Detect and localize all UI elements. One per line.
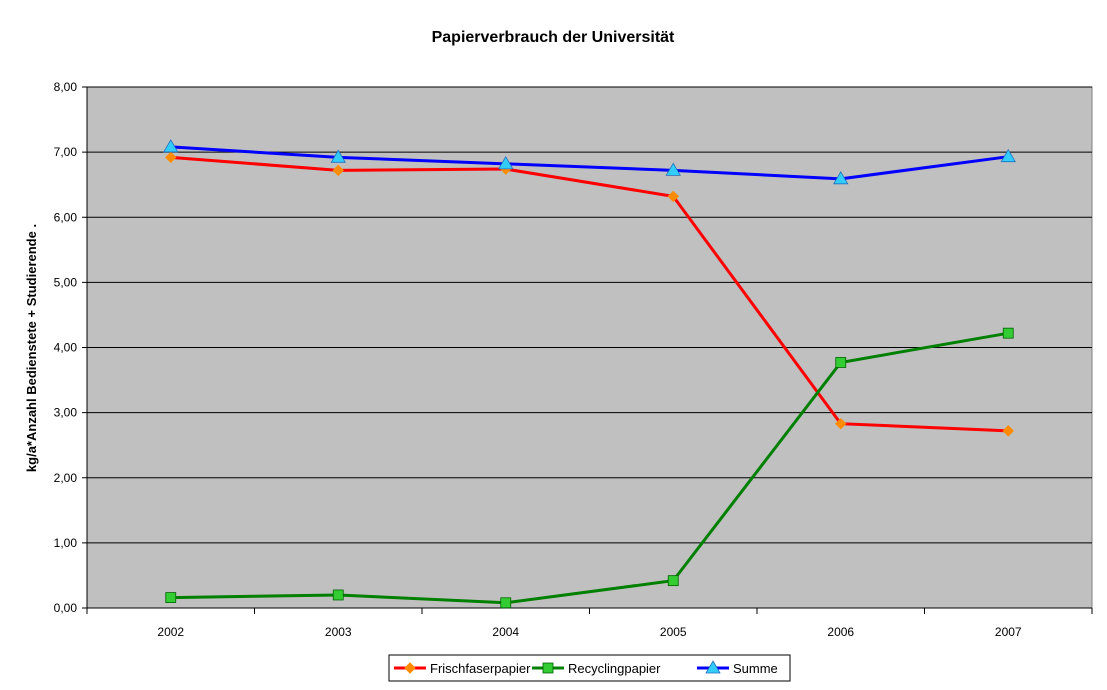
gridlines	[87, 86, 1092, 544]
series-line	[170, 331, 1009, 605]
series-layer	[163, 139, 1016, 609]
y-tick-label: 0,00	[54, 601, 78, 615]
legend-swatch-marker	[705, 660, 721, 674]
data-point	[835, 357, 847, 368]
x-tick-label: 2004	[492, 625, 519, 639]
data-point	[500, 597, 512, 609]
x-tick-label: 2003	[325, 625, 352, 639]
series-frischfaserpapier	[165, 151, 1014, 437]
data-point	[1002, 425, 1014, 437]
data-point	[667, 190, 679, 203]
legend-label: Frischfaserpapier	[430, 661, 531, 676]
y-axis: 0,00 1,00 2,00 3,00 4,00 5,00 6,00 7,00 8,00	[54, 80, 88, 615]
data-point	[498, 156, 514, 170]
series-line	[170, 155, 1009, 433]
y-tick-label: 3,00	[54, 406, 78, 420]
series-recyclingpapier	[165, 327, 1014, 609]
legend-swatch-marker	[404, 662, 416, 674]
y-tick-label: 2,00	[54, 471, 78, 485]
y-tick-label: 1,00	[54, 536, 78, 550]
legend-label: Recyclingpapier	[568, 661, 661, 676]
data-point	[667, 575, 679, 587]
y-tick-label: 7,00	[54, 145, 78, 159]
data-point	[332, 589, 344, 601]
data-point	[330, 149, 346, 163]
y-tick-label: 6,00	[54, 210, 78, 224]
y-tick-label: 4,00	[54, 341, 78, 355]
data-point	[165, 592, 177, 603]
series-line	[170, 145, 1009, 181]
x-tick-label: 2007	[995, 625, 1022, 639]
legend-label: Summe	[733, 661, 778, 676]
chart-title: Papierverbrauch der Universität	[432, 29, 675, 46]
x-tick-label: 2005	[660, 625, 687, 639]
data-point	[1002, 327, 1014, 339]
legend-swatch-marker	[542, 662, 554, 674]
y-tick-label: 5,00	[54, 275, 78, 289]
y-axis-label: kg/a*Anzahl Bedienstete + Studierende .	[24, 224, 39, 472]
y-tick-label: 8,00	[54, 80, 78, 94]
data-point	[665, 162, 681, 176]
data-point	[833, 171, 849, 185]
data-point	[835, 417, 847, 430]
series-summe	[163, 139, 1016, 185]
x-tick-label: 2002	[157, 625, 184, 639]
x-axis: 2002 2003 2004 2005 2006 2007	[86, 607, 1093, 639]
data-point	[165, 151, 177, 164]
data-point	[1000, 148, 1016, 163]
data-point	[332, 164, 344, 177]
data-point	[163, 139, 179, 153]
legend: Frischfaserpapier Recyclingpapier Summe	[388, 654, 791, 682]
x-tick-label: 2006	[827, 625, 854, 639]
